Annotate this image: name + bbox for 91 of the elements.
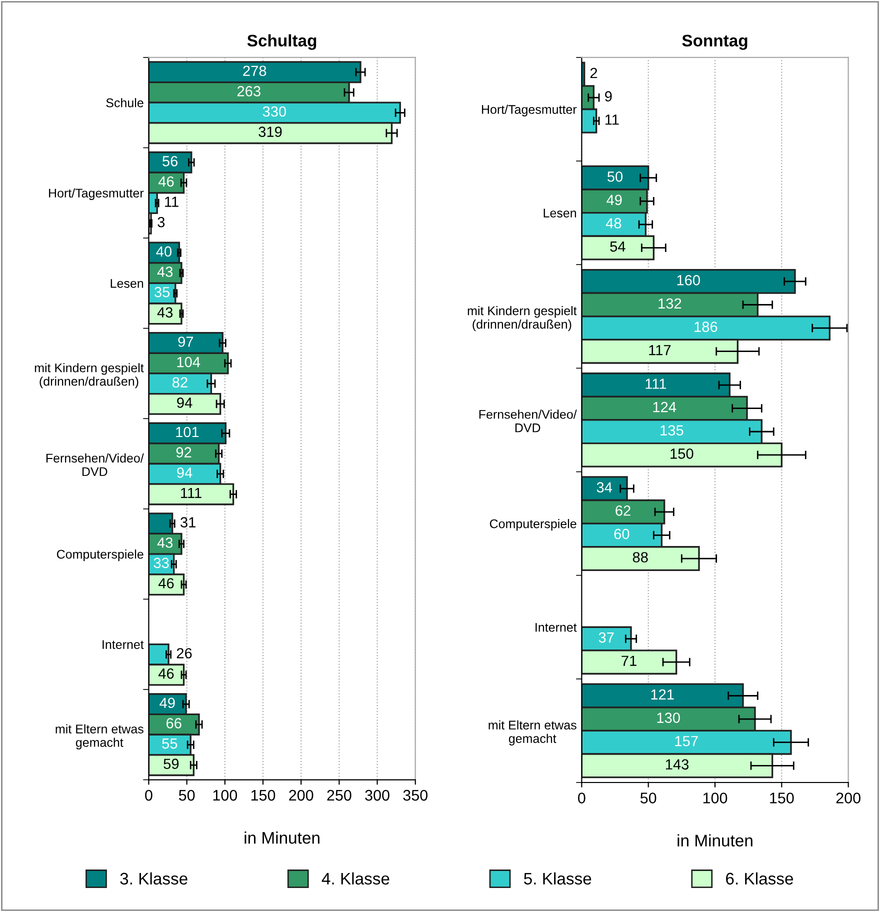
x-axis-title: in Minuten [678,834,752,846]
data-label: 117 [649,345,671,356]
data-label: 71 [622,656,636,666]
data-label: 11 [165,196,178,207]
y-tick-label: mit Kindern gespielt (drinnen/draußen) [468,306,577,332]
data-label: 101 [176,426,199,438]
data-label: 46 [158,176,174,187]
x-tick-label: 50 [178,790,195,801]
data-label: 2 [590,68,598,78]
data-label: 59 [164,758,179,770]
x-tick-label: 150 [770,792,794,804]
data-label: 330 [262,106,286,117]
data-label: 111 [646,378,666,389]
data-label: 278 [243,66,266,76]
data-label: 124 [653,402,676,412]
data-label: 94 [177,398,192,408]
data-label: 143 [666,759,689,770]
y-tick-label: Internet [102,640,144,649]
data-label: 130 [657,712,680,723]
data-label: 37 [598,632,614,643]
data-label: 48 [606,218,622,228]
data-label: 111 [181,488,202,498]
y-tick-label: Computerspiele [490,519,576,531]
x-tick-label: 350 [403,790,428,801]
x-tick-label: 0 [578,792,586,804]
data-label: 92 [176,447,192,458]
legend-label: 3. Klasse [120,872,188,885]
y-tick-label: mit Eltern etwas gemacht [56,724,144,750]
data-label: 50 [607,171,623,182]
data-label: 132 [658,298,682,309]
data-label: 104 [177,356,200,368]
y-tick-label: mit Kindern gespielt (drinnen/draußen) [34,363,144,388]
data-label: 150 [670,448,694,459]
data-label: 55 [162,738,178,749]
data-label: 82 [172,377,188,388]
data-label: 33 [154,558,169,568]
y-tick-label: Schule [106,98,144,108]
data-label: 43 [157,537,173,548]
chart-title: Sonntag [682,34,748,50]
data-label: 11 [605,114,619,125]
legend-label: 6. Klasse [726,872,794,885]
data-label: 319 [258,126,282,137]
legend-label: 5. Klasse [524,872,592,885]
x-tick-label: 100 [703,792,728,804]
data-label: 56 [162,156,178,166]
y-tick-label: Lesen [544,208,576,218]
data-label: 46 [158,578,174,588]
data-label: 9 [605,91,612,102]
x-tick-label: 300 [365,790,390,801]
x-tick-label: 150 [251,790,276,801]
data-label: 62 [616,505,630,516]
data-label: 26 [176,648,192,658]
data-label: 31 [180,517,196,528]
legend-label: 4. Klasse [322,872,390,885]
data-label: 35 [154,286,170,298]
y-tick-label: Hort/Tagesmutter [49,188,144,200]
data-label: 54 [610,242,626,252]
data-label: 34 [596,482,612,493]
x-tick-label: 100 [213,790,238,801]
x-tick-label: 50 [640,792,656,804]
data-label: 186 [694,322,718,332]
data-label: 160 [677,275,700,286]
x-tick-label: 200 [289,790,314,801]
data-label: 94 [177,467,192,478]
data-label: 43 [157,266,173,277]
data-label: 46 [158,668,174,679]
y-tick-label: Fernsehen/Video/ DVD [46,453,144,476]
data-label: 97 [178,336,194,347]
data-label: 40 [156,246,172,257]
data-label: 88 [632,552,648,562]
data-label: 43 [157,307,173,318]
data-label: 263 [237,86,260,96]
x-tick-label: 200 [836,792,860,804]
x-tick-label: 0 [145,790,152,801]
data-label: 121 [651,689,674,700]
data-label: 3 [158,216,165,228]
data-label: 49 [160,698,175,708]
data-label: 66 [166,718,182,728]
chart-title: Schultag [247,34,316,50]
y-tick-label: Lesen [110,279,144,288]
y-tick-label: mit Eltern etwas gemacht [488,720,576,746]
y-tick-label: Computerspiele [56,550,144,562]
data-label: 157 [675,736,698,746]
y-tick-label: Internet [536,623,577,632]
data-label: 135 [660,425,684,436]
data-label: 60 [614,528,630,540]
x-axis-title: in Minuten [244,832,320,844]
x-tick-label: 250 [327,790,352,801]
y-tick-label: Fernsehen/Video/ DVD [479,410,577,432]
data-label: 49 [606,194,622,206]
y-tick-label: Hort/Tagesmutter [482,104,577,116]
